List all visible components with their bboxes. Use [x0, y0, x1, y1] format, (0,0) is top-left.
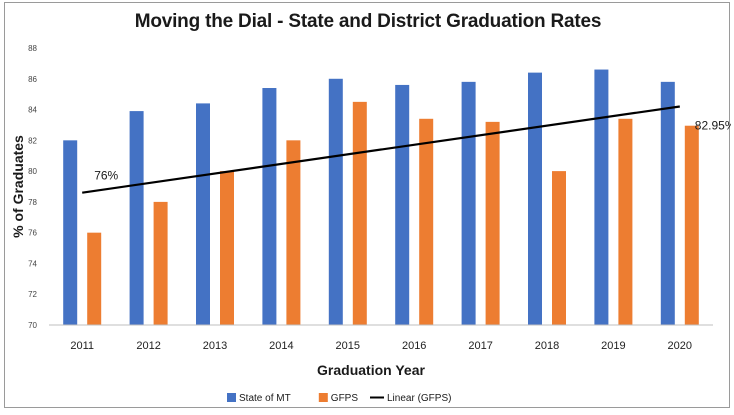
y-tick-label: 78 — [28, 198, 37, 207]
chart-frame: Moving the Dial - State and District Gra… — [4, 2, 731, 408]
x-tick-label: 2015 — [336, 340, 360, 352]
bar-state-2011 — [63, 140, 78, 325]
y-tick-label: 74 — [28, 259, 37, 268]
legend-item-state-swatch — [227, 393, 236, 402]
x-tick-label: 2020 — [668, 340, 692, 352]
legend-item-trend-label: Linear (GFPS) — [387, 393, 451, 404]
x-tick-label: 2019 — [601, 340, 625, 352]
y-tick-label: 82 — [28, 136, 37, 145]
bar-state-2019 — [594, 69, 609, 326]
bars — [63, 69, 699, 326]
x-tick-label: 2011 — [70, 340, 94, 352]
bar-state-2018 — [528, 72, 542, 325]
bar-gfps-2016 — [419, 118, 434, 326]
bar-gfps-2018 — [552, 171, 566, 325]
bar-gfps-2020 — [684, 125, 699, 325]
annotation-label: 82.95% — [695, 119, 731, 133]
chart-title: Moving the Dial - State and District Gra… — [134, 11, 602, 32]
annotations: 76% 82.95% — [94, 119, 731, 183]
bar-gfps-2013 — [220, 171, 234, 325]
bar-state-2015 — [328, 78, 343, 326]
x-tick-label: 2012 — [136, 340, 160, 352]
x-tick-label: 2013 — [203, 340, 227, 352]
y-tick-label: 70 — [28, 321, 37, 330]
legend-item-state-label: State of MT — [239, 393, 291, 404]
bar-state-2013 — [196, 103, 210, 326]
y-tick-label: 86 — [28, 75, 37, 84]
bar-gfps-2019 — [618, 118, 633, 326]
y-axis-title: % of Graduates — [10, 135, 26, 238]
bar-state-2012 — [129, 111, 144, 325]
legend-item-gfps-label: GFPS — [331, 393, 359, 404]
y-tick-label: 80 — [28, 167, 37, 176]
bar-gfps-2017 — [485, 121, 500, 325]
x-tick-label: 2017 — [468, 340, 492, 352]
bar-state-2016 — [395, 84, 410, 325]
trendline-gfps — [82, 105, 680, 194]
bar-gfps-2011 — [87, 232, 102, 325]
bar-state-2017 — [461, 81, 476, 325]
annotation-label: 76% — [94, 169, 118, 183]
bar-state-2020 — [660, 81, 675, 325]
y-tick-label: 88 — [28, 44, 37, 53]
bar-gfps-2015 — [352, 101, 367, 325]
x-tick-label: 2014 — [269, 340, 293, 352]
x-tick-label: 2018 — [535, 340, 559, 352]
y-tick-label: 84 — [28, 106, 37, 115]
x-tick-label: 2016 — [402, 340, 426, 352]
y-tick-label: 72 — [28, 290, 37, 299]
legend: State of MT GFPS Linear (GFPS) — [227, 393, 451, 404]
bar-state-2014 — [262, 88, 277, 325]
x-axis-ticks: 2011 2012 2013 2014 2015 2016 2017 2018 2019 2020 — [70, 340, 692, 352]
x-axis-title: Graduation Year — [317, 362, 425, 378]
bar-gfps-2014 — [286, 140, 301, 325]
y-axis-ticks: 70 72 74 76 78 80 82 84 86 88 — [28, 44, 37, 330]
legend-item-gfps-swatch — [318, 393, 328, 402]
bar-gfps-2012 — [153, 201, 168, 325]
y-tick-label: 76 — [28, 229, 37, 238]
